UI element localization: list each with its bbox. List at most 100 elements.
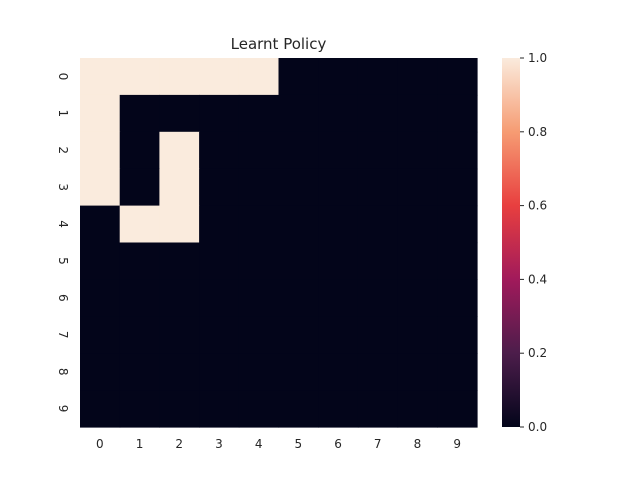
heatmap-cell [318, 316, 359, 354]
x-tick-label: 4 [255, 437, 263, 451]
x-tick-label: 7 [374, 437, 382, 451]
heatmap-cell [437, 279, 478, 317]
heatmap-cell [397, 131, 438, 170]
x-tick-label: 5 [295, 437, 303, 451]
heatmap-cell [318, 205, 359, 244]
heatmap-cell [318, 168, 359, 207]
heatmap-cell [357, 94, 399, 133]
y-tick-label: 5 [56, 257, 70, 265]
heatmap-cell [357, 279, 399, 317]
heatmap-cell [278, 168, 319, 207]
heatmap-cell [159, 353, 200, 391]
colorbar-tick-label: 0.6 [528, 199, 547, 213]
x-tick-label: 0 [96, 437, 104, 451]
heatmap-cell [159, 58, 200, 96]
heatmap-cell [199, 316, 240, 354]
y-tick-label: 1 [56, 110, 70, 118]
heatmap-cell [80, 353, 121, 391]
y-tick-label: 7 [56, 331, 70, 339]
heatmap-cell [199, 353, 240, 391]
heatmap-cell [199, 205, 240, 244]
heatmap-cell [238, 353, 280, 391]
heatmap-cell [437, 168, 478, 207]
heatmap-cell [119, 94, 160, 133]
heatmap-cell [437, 316, 478, 354]
heatmap-cell [397, 242, 438, 280]
heatmap-cell [397, 279, 438, 317]
y-tick-label: 8 [56, 368, 70, 376]
x-axis-ticks: 0 1 2 3 4 5 6 7 8 9 [96, 437, 461, 451]
heatmap-cell [437, 131, 478, 170]
heatmap-cell [119, 168, 160, 207]
heatmap-cell [238, 242, 280, 280]
heatmap-cell [318, 242, 359, 280]
heatmap-cell [119, 242, 160, 280]
x-tick-label: 3 [215, 437, 223, 451]
x-tick-label: 2 [175, 437, 183, 451]
heatmap-cell [357, 353, 399, 391]
heatmap-cell [238, 390, 280, 428]
y-tick-label: 9 [56, 405, 70, 413]
heatmap-cell [437, 242, 478, 280]
heatmap-cell [80, 390, 121, 428]
heatmap-cell [80, 131, 121, 170]
heatmap-cell [397, 205, 438, 244]
heatmap-cell [119, 131, 160, 170]
heatmap-cell [199, 279, 240, 317]
colorbar-ticks: 0.0 0.2 0.4 0.6 0.8 1.0 [520, 51, 547, 434]
heatmap-cell [397, 316, 438, 354]
heatmap-cell [318, 390, 359, 428]
heatmap-cell [357, 390, 399, 428]
heatmap-cell [238, 168, 280, 207]
heatmap-cell [318, 94, 359, 133]
heatmap-cell [238, 94, 280, 133]
colorbar-tick-label: 0.0 [528, 420, 547, 434]
heatmap-cell [80, 316, 121, 354]
x-tick-label: 9 [453, 437, 461, 451]
colorbar-tick-label: 0.4 [528, 272, 547, 286]
heatmap-cell [80, 94, 121, 133]
heatmap-cell [397, 58, 438, 96]
heatmap-cell [397, 168, 438, 207]
heatmap-cell [159, 205, 200, 244]
heatmap-cell [278, 316, 319, 354]
heatmap-cell [159, 94, 200, 133]
colorbar [502, 58, 520, 427]
heatmap-cell [278, 353, 319, 391]
y-axis-ticks: 0 1 2 3 4 5 6 7 8 9 [56, 73, 70, 413]
heatmap-cell [357, 316, 399, 354]
heatmap-cell [357, 131, 399, 170]
heatmap-cell [357, 242, 399, 280]
heatmap-cells [80, 58, 478, 428]
x-tick-label: 1 [136, 437, 144, 451]
heatmap-cell [437, 94, 478, 133]
heatmap-cell [318, 279, 359, 317]
heatmap-cell [357, 205, 399, 244]
heatmap-cell [119, 353, 160, 391]
colorbar-tick-label: 1.0 [528, 51, 547, 65]
heatmap-cell [278, 131, 319, 170]
heatmap-cell [357, 58, 399, 96]
y-tick-label: 6 [56, 294, 70, 302]
heatmap-cell [278, 58, 319, 96]
heatmap-cell [119, 205, 160, 244]
heatmap-cell [278, 279, 319, 317]
heatmap-cell [278, 94, 319, 133]
heatmap-cell [159, 168, 200, 207]
y-tick-label: 2 [56, 146, 70, 154]
y-tick-label: 0 [56, 73, 70, 81]
colorbar-tick-label: 0.2 [528, 346, 547, 360]
heatmap-cell [119, 390, 160, 428]
heatmap-cell [397, 390, 438, 428]
heatmap-cell [80, 58, 121, 96]
heatmap-cell [199, 242, 240, 280]
heatmap-cell [119, 279, 160, 317]
heatmap-cell [199, 390, 240, 428]
heatmap-cell [397, 94, 438, 133]
chart-title: Learnt Policy [231, 35, 327, 53]
heatmap-cell [80, 279, 121, 317]
heatmap-cell [199, 131, 240, 170]
heatmap-cell [318, 58, 359, 96]
heatmap-cell [199, 58, 240, 96]
